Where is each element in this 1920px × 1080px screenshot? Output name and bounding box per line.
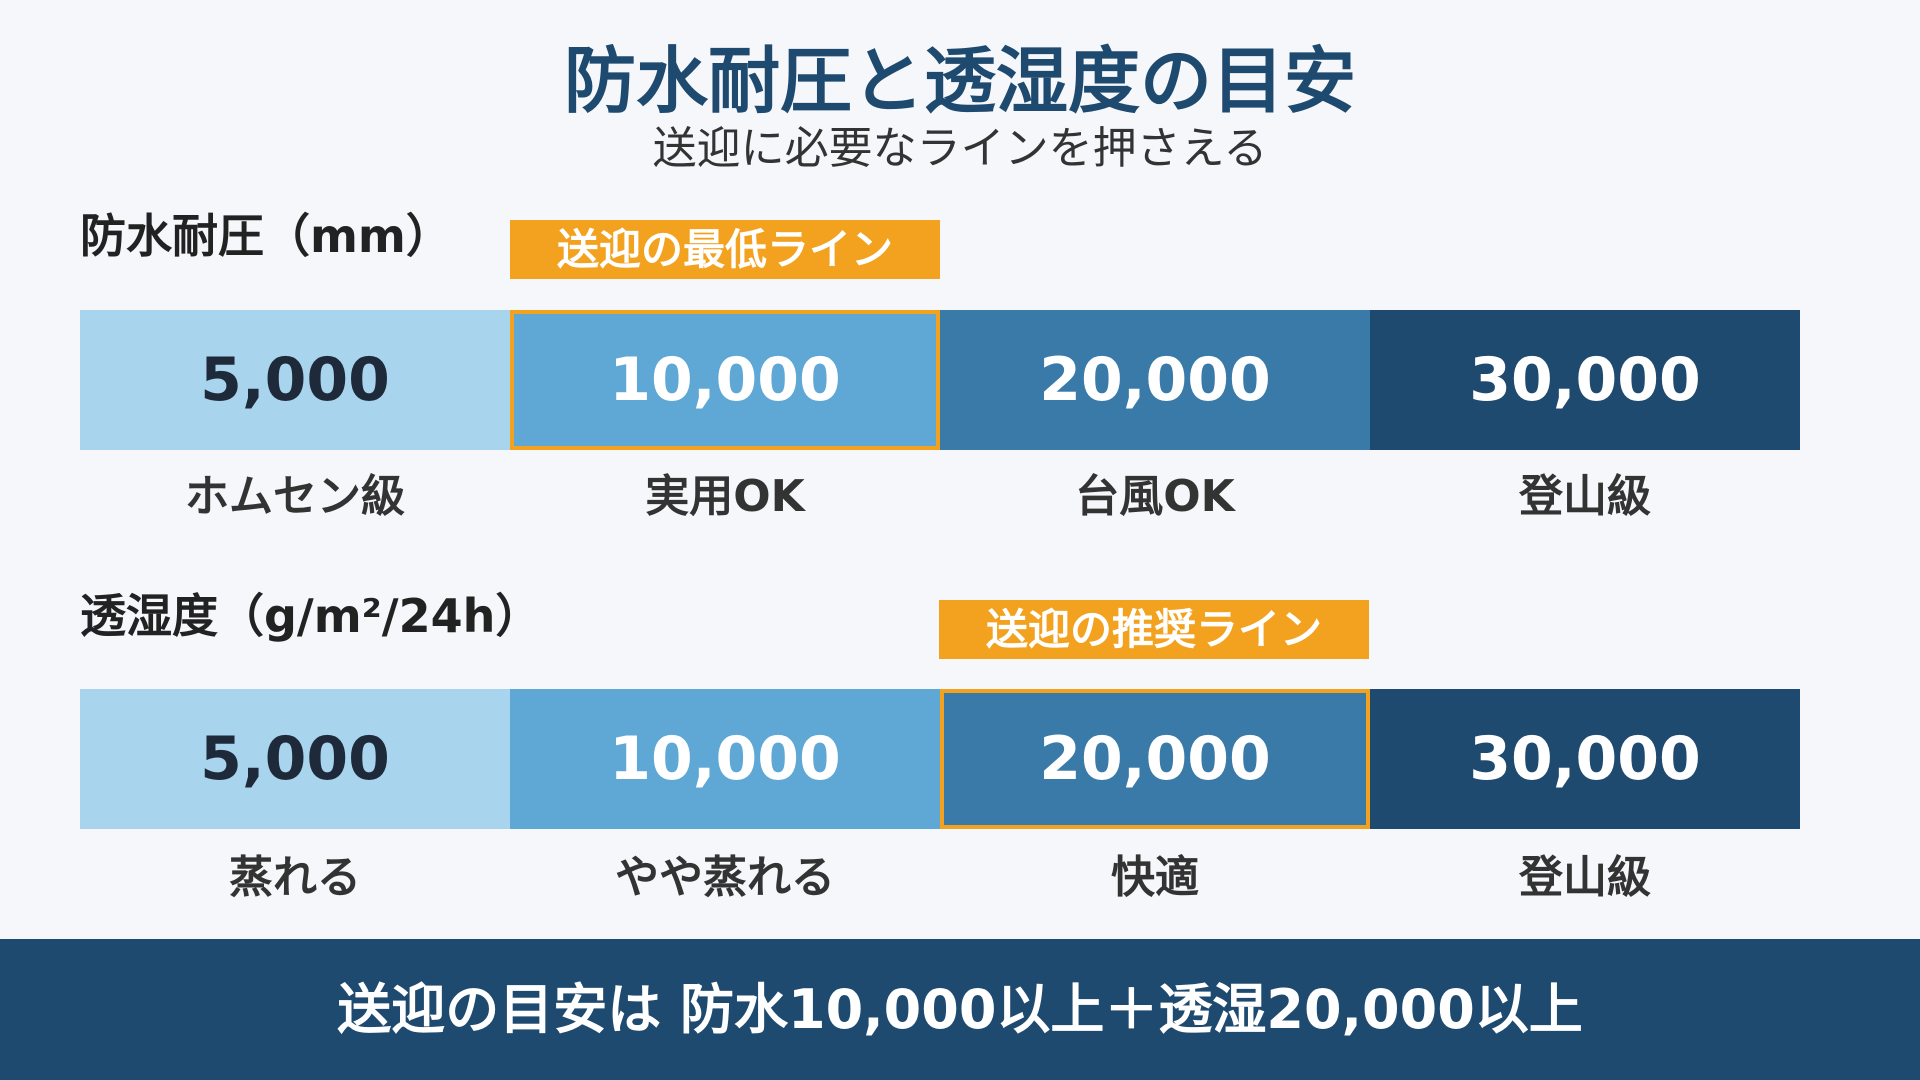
cell-label: 登山級	[1519, 852, 1651, 903]
cell-label: 快適	[1111, 852, 1199, 903]
cell-value: 30,000	[1370, 689, 1800, 829]
cell-label: 蒸れる	[229, 852, 361, 903]
subtitle: 送迎に必要なラインを押さえる	[652, 123, 1268, 174]
badge: 送迎の最低ライン	[510, 220, 940, 279]
section-heading: 透湿度（g/m²/24h）	[80, 589, 542, 643]
cell-value: 20,000	[940, 310, 1370, 450]
cell-value: 10,000	[510, 310, 940, 450]
cell-label: 台風OK	[1075, 471, 1235, 522]
cell-value: 5,000	[80, 689, 510, 829]
badge: 送迎の推奨ライン	[939, 600, 1369, 659]
section-heading: 防水耐圧（mm）	[80, 209, 452, 263]
cell-value: 30,000	[1370, 310, 1800, 450]
title: 防水耐圧と透湿度の目安	[563, 39, 1356, 123]
footer: 送迎の目安は 防水10,000以上＋透湿20,000以上	[0, 939, 1920, 1080]
cell-value: 20,000	[940, 689, 1370, 829]
cell-value: 5,000	[80, 310, 510, 450]
cell-label: 登山級	[1519, 471, 1651, 522]
cell-value: 10,000	[510, 689, 940, 829]
cell-label: やや蒸れる	[615, 852, 835, 903]
cell-label: 実用OK	[645, 471, 805, 522]
cell-label: ホムセン級	[185, 471, 405, 522]
